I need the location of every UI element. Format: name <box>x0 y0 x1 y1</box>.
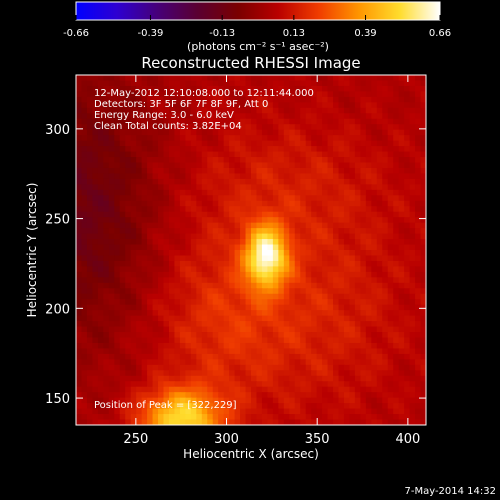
colorbar-tick-label: -0.66 <box>63 28 89 39</box>
x-tick-label: 300 <box>214 432 239 447</box>
info-line: Energy Range: 3.0 - 6.0 keV <box>94 110 234 121</box>
y-axis-ticks: 150 200 250 300 <box>45 123 426 407</box>
colorbar-tick-label: 0.39 <box>354 28 376 39</box>
colorbar <box>75 1 441 21</box>
x-tick-label: 350 <box>305 432 330 447</box>
colorbar-tick-label: 0.66 <box>429 28 451 39</box>
y-tick-label: 300 <box>45 123 70 138</box>
x-axis-ticks: 250 300 350 400 <box>123 75 420 447</box>
heatmap-image <box>76 75 426 425</box>
chart-title: Reconstructed RHESSI Image <box>141 54 360 72</box>
info-line: 12-May-2012 12:10:08.000 to 12:11:44.000 <box>94 88 314 99</box>
x-tick-label: 250 <box>123 432 148 447</box>
x-axis-label: Heliocentric X (arcsec) <box>183 447 319 461</box>
info-line: Clean Total counts: 3.82E+04 <box>94 121 242 132</box>
colorbar-tick-label: -0.39 <box>138 28 164 39</box>
info-text-block: 12-May-2012 12:10:08.000 to 12:11:44.000… <box>94 88 314 132</box>
colorbar-tick-label: -0.13 <box>209 28 235 39</box>
colorbar-ticks: -0.66 -0.39 -0.13 0.13 0.39 0.66 <box>63 15 451 39</box>
footer-date: 7-May-2014 14:32 <box>404 486 496 497</box>
x-tick-label: 400 <box>395 432 420 447</box>
peak-position-label: Position of Peak = [322,229] <box>94 400 237 411</box>
info-line: Detectors: 3F 5F 6F 7F 8F 9F, Att 0 <box>94 99 268 110</box>
colorbar-units: (photons cm⁻² s⁻¹ asec⁻²) <box>187 40 329 53</box>
y-tick-label: 250 <box>45 213 70 228</box>
plot-frame <box>75 74 427 426</box>
y-tick-label: 200 <box>45 302 70 317</box>
y-axis-label: Heliocentric Y (arcsec) <box>25 183 39 318</box>
y-tick-label: 150 <box>45 392 70 407</box>
colorbar-tick-label: 0.13 <box>283 28 305 39</box>
